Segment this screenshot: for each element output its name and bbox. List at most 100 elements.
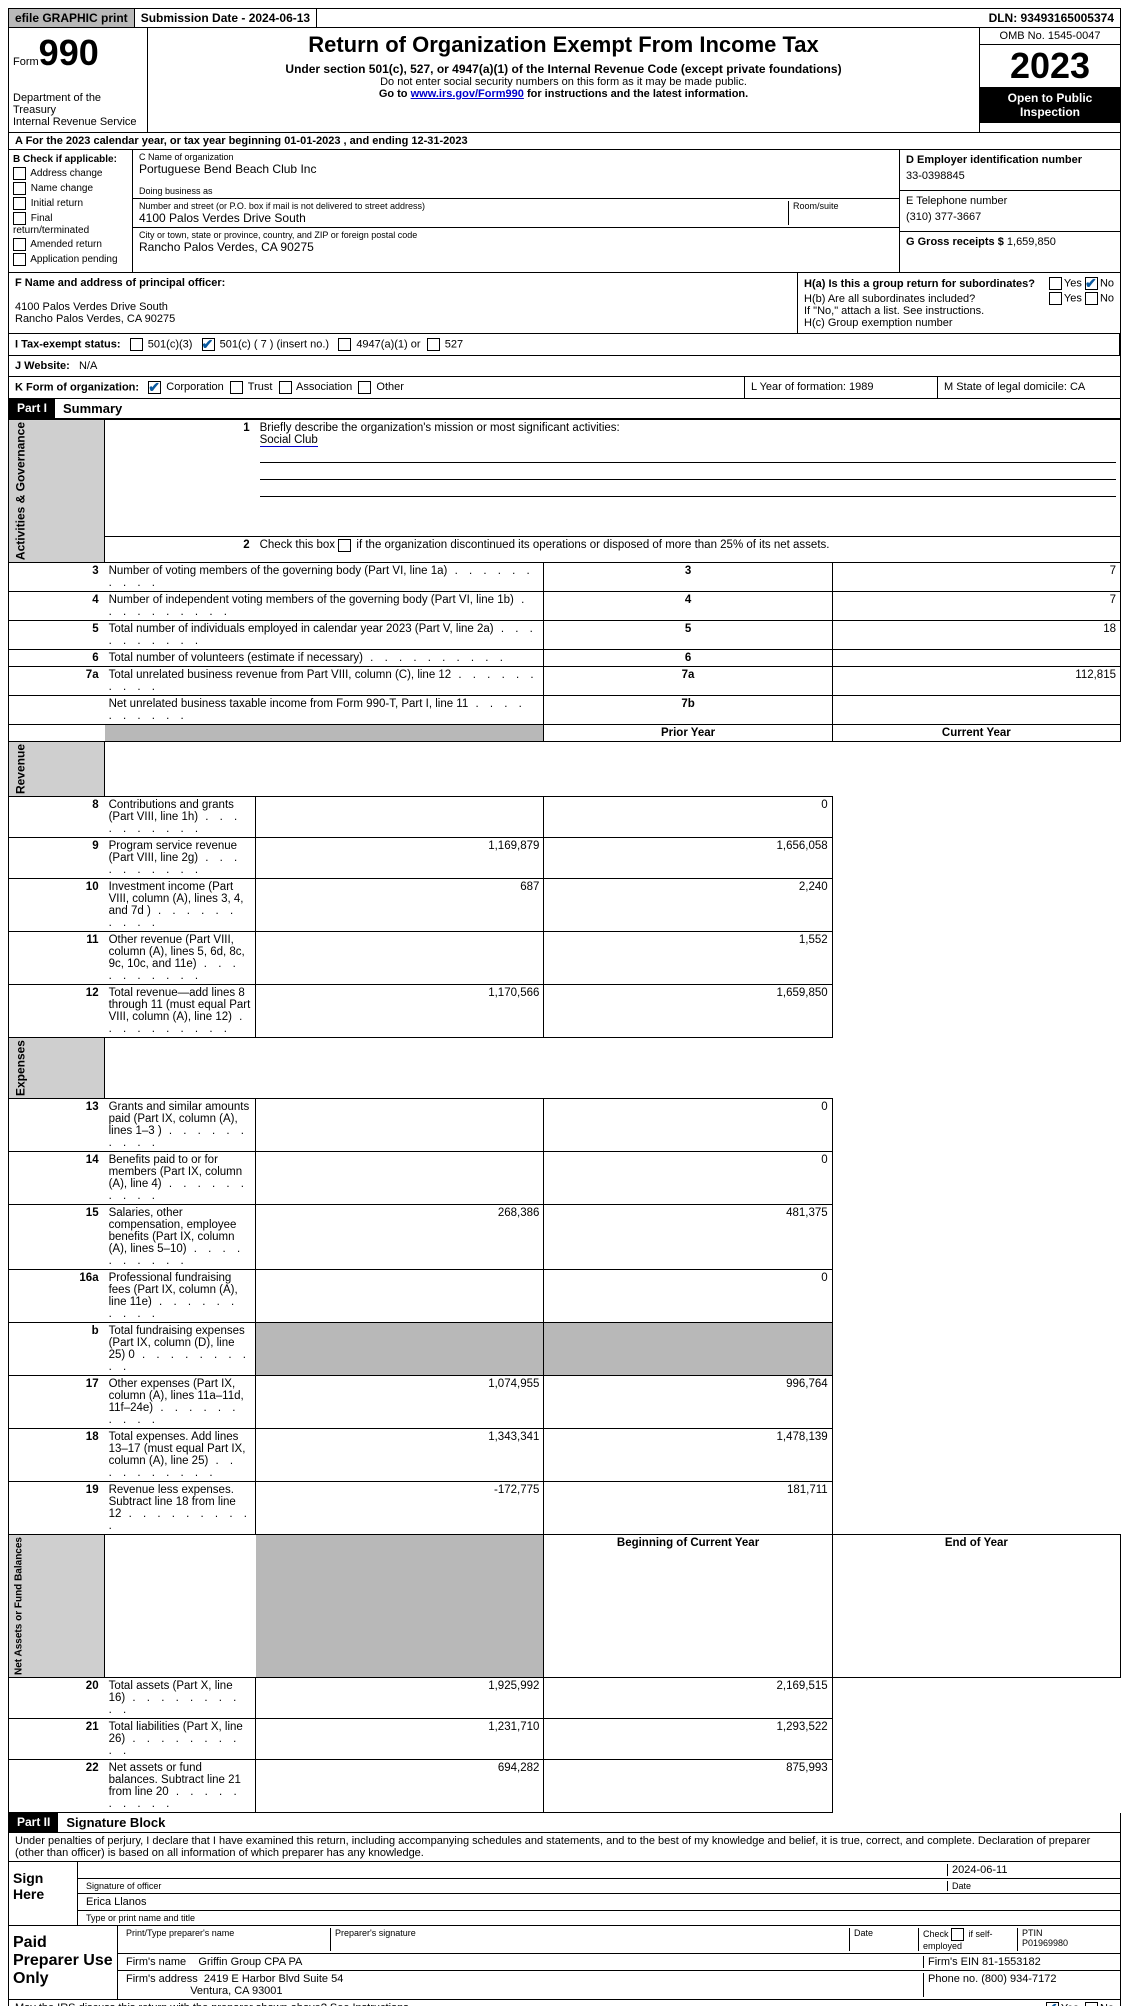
- gross-receipts-label: G Gross receipts $: [906, 236, 1007, 248]
- street-label: Number and street (or P.O. box if mail i…: [139, 201, 788, 211]
- org-form-checkbox[interactable]: [230, 381, 243, 394]
- preparer-phone-value: (800) 934-7172: [981, 1973, 1056, 1985]
- side-rev: Revenue: [9, 742, 105, 797]
- preparer-name-label: Print/Type preparer's name: [122, 1928, 331, 1951]
- box-b: B Check if applicable: Address change Na…: [9, 150, 133, 272]
- discuss-no-checkbox[interactable]: [1085, 2002, 1098, 2006]
- line-i-label: I Tax-exempt status:: [15, 338, 121, 350]
- preparer-date-label: Date: [850, 1928, 919, 1951]
- box-b-option[interactable]: [13, 253, 26, 266]
- room-label: Room/suite: [793, 201, 893, 211]
- h-c-label: H(c) Group exemption number: [804, 317, 1114, 329]
- org-name-label: C Name of organization: [139, 152, 893, 162]
- ein-value: 33-0398845: [906, 170, 1114, 182]
- formation-year: 1989: [849, 381, 873, 393]
- line-k-label: K Form of organization:: [15, 381, 139, 393]
- line-j-label: J Website:: [15, 360, 70, 372]
- preparer-sig-label: Preparer's signature: [331, 1928, 850, 1951]
- firm-ein-value: 81-1553182: [982, 1956, 1041, 1968]
- h-a-label: H(a) Is this a group return for subordin…: [804, 278, 1035, 290]
- part-2-header: Part II: [9, 1813, 58, 1832]
- line-m-label: M State of legal domicile:: [944, 381, 1070, 393]
- form-header: Form990 Department of the Treasury Inter…: [8, 28, 1121, 133]
- phone-value: (310) 377-3667: [906, 211, 1114, 223]
- ha-yes-checkbox[interactable]: [1049, 277, 1062, 290]
- form-subtitle: Under section 501(c), 527, or 4947(a)(1)…: [152, 62, 975, 76]
- side-net: Net Assets or Fund Balances: [9, 1535, 105, 1678]
- discuss-yes-checkbox[interactable]: [1046, 2002, 1059, 2006]
- form-word: Form: [13, 56, 39, 68]
- officer-addr-1: 4100 Palos Verdes Drive South: [15, 301, 791, 313]
- gross-receipts-value: 1,659,850: [1007, 236, 1056, 248]
- omb-number: OMB No. 1545-0047: [980, 28, 1120, 45]
- firm-ein-label: Firm's EIN: [928, 1956, 979, 1968]
- org-form-checkbox[interactable]: [358, 381, 371, 394]
- h-b-note: If "No," attach a list. See instructions…: [804, 305, 1114, 317]
- 501c-checkbox[interactable]: [202, 338, 215, 351]
- form-number: 990: [39, 32, 99, 73]
- firm-addr-1: 2419 E Harbor Blvd Suite 54: [204, 1973, 343, 1985]
- ptin-value: P01969980: [1022, 1938, 1068, 1948]
- part-1-title: Summary: [55, 399, 130, 418]
- line-a-tax-year: A For the 2023 calendar year, or tax yea…: [8, 133, 1121, 150]
- firm-name-label: Firm's name: [126, 1956, 186, 1968]
- domicile-state: CA: [1070, 381, 1085, 393]
- self-employed-checkbox[interactable]: [951, 1928, 964, 1941]
- sig-date-label: Date: [948, 1881, 1116, 1891]
- form-title: Return of Organization Exempt From Incom…: [152, 32, 975, 58]
- submission-date: Submission Date - 2024-06-13: [135, 9, 317, 27]
- box-b-option[interactable]: [13, 238, 26, 251]
- preparer-phone-label: Phone no.: [928, 1973, 978, 1985]
- col-current: Current Year: [832, 725, 1120, 742]
- box-b-option[interactable]: [13, 212, 26, 225]
- h-b-label: H(b) Are all subordinates included?: [804, 293, 975, 305]
- website-value: N/A: [79, 360, 97, 372]
- sign-date-value: 2024-06-11: [948, 1864, 1116, 1876]
- entity-block: B Check if applicable: Address change Na…: [8, 150, 1121, 273]
- 527-checkbox[interactable]: [427, 338, 440, 351]
- perjury-statement: Under penalties of perjury, I declare th…: [8, 1833, 1121, 1862]
- col-prior: Prior Year: [544, 725, 832, 742]
- org-form-checkbox[interactable]: [279, 381, 292, 394]
- ptin-label: PTIN: [1022, 1928, 1043, 1938]
- line-l-label: L Year of formation:: [751, 381, 849, 393]
- goto-prefix: Go to: [379, 88, 411, 100]
- hb-no-checkbox[interactable]: [1085, 292, 1098, 305]
- sig-officer-label: Signature of officer: [82, 1881, 948, 1891]
- discontinued-checkbox[interactable]: [338, 539, 351, 552]
- f-h-block: F Name and address of principal officer:…: [8, 273, 1121, 334]
- side-exp: Expenses: [9, 1038, 105, 1099]
- ha-no-checkbox[interactable]: [1085, 277, 1098, 290]
- q1-label: Briefly describe the organization's miss…: [260, 422, 620, 434]
- org-name-value: Portuguese Bend Beach Club Inc: [139, 162, 893, 176]
- firm-name-value: Griffin Group CPA PA: [198, 1956, 302, 1968]
- top-bar: efile GRAPHIC print Submission Date - 20…: [8, 8, 1121, 28]
- name-title-label: Type or print name and title: [82, 1913, 1116, 1923]
- org-form-checkbox[interactable]: [148, 381, 161, 394]
- tax-year: 2023: [980, 45, 1120, 87]
- 4947-checkbox[interactable]: [338, 338, 351, 351]
- irs-link[interactable]: www.irs.gov/Form990: [411, 88, 524, 100]
- summary-table: Activities & Governance 1 Briefly descri…: [8, 419, 1121, 1813]
- part-1-header: Part I: [9, 399, 55, 418]
- city-value: Rancho Palos Verdes, CA 90275: [139, 240, 893, 254]
- 501c3-checkbox[interactable]: [130, 338, 143, 351]
- irs-label: Internal Revenue Service: [13, 116, 143, 128]
- box-b-option[interactable]: [13, 167, 26, 180]
- officer-name: Erica Llanos: [82, 1896, 1116, 1908]
- phone-label: E Telephone number: [906, 195, 1114, 207]
- col-begin: Beginning of Current Year: [544, 1535, 832, 1678]
- dln-number: DLN: 93493165005374: [983, 9, 1120, 27]
- hb-yes-checkbox[interactable]: [1049, 292, 1062, 305]
- dba-label: Doing business as: [139, 186, 893, 196]
- box-b-option[interactable]: [13, 182, 26, 195]
- side-ag: Activities & Governance: [9, 420, 105, 563]
- mission-value: Social Club: [260, 434, 318, 447]
- sign-here-label: Sign Here: [9, 1862, 78, 1925]
- firm-addr-2: Ventura, CA 93001: [190, 1985, 282, 1997]
- efile-print-label: efile GRAPHIC print: [9, 9, 135, 27]
- col-end: End of Year: [832, 1535, 1120, 1678]
- q2-label: Check this box if the organization disco…: [260, 539, 830, 551]
- ein-label: D Employer identification number: [906, 154, 1114, 166]
- box-b-option[interactable]: [13, 197, 26, 210]
